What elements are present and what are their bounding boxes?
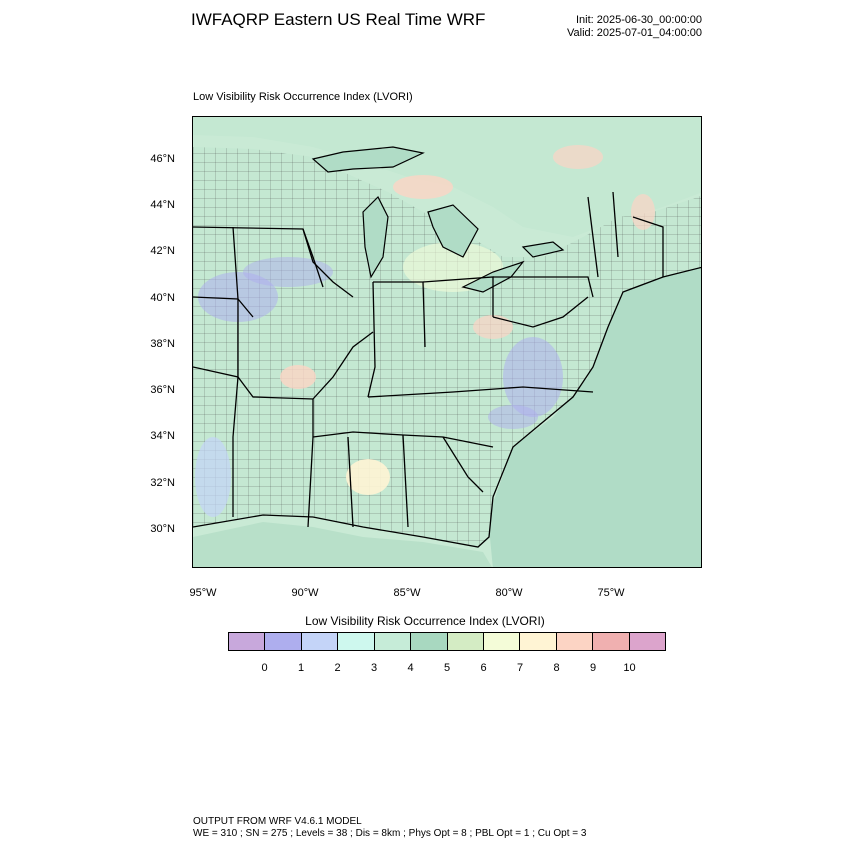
model-info-line1: OUTPUT FROM WRF V4.6.1 MODEL (193, 816, 362, 827)
colorbar-label: 3 (370, 662, 378, 674)
lake-huron (427, 204, 479, 258)
lat-label-40n: 40°N (150, 292, 175, 304)
lvori-high-area (280, 365, 316, 389)
lat-label-30n: 30°N (150, 523, 175, 535)
lvori-high-area (631, 194, 655, 230)
lat-label-46n: 46°N (150, 153, 175, 165)
lvori-low-area (195, 437, 231, 517)
lake-michigan (362, 195, 389, 279)
valid-time: Valid: 2025-07-01_04:00:00 (567, 27, 702, 39)
init-time: Init: 2025-06-30_00:00:00 (576, 14, 702, 26)
colorbar-label: 1 (297, 662, 305, 674)
main-title: IWFAQRP Eastern US Real Time WRF (191, 10, 486, 29)
colorbar-swatch (229, 633, 266, 650)
lvori-low-area (503, 337, 563, 417)
lvori-low-area (243, 257, 333, 287)
lvori-low-area (488, 405, 538, 429)
lvori-high-area (473, 315, 513, 339)
lat-label-32n: 32°N (150, 477, 175, 489)
lon-label-90w: 90°W (291, 587, 319, 599)
colorbar-swatch (301, 633, 339, 650)
colorbar-swatch (629, 633, 666, 650)
lon-label-95w: 95°W (189, 587, 217, 599)
colorbar-swatch (374, 633, 412, 650)
colorbar-label: 7 (516, 662, 524, 674)
lat-label-44n: 44°N (150, 199, 175, 211)
lvori-high-area (393, 175, 453, 199)
colorbar-label: 4 (407, 662, 414, 674)
colorbar-swatch (447, 633, 484, 650)
lat-label-38n: 38°N (150, 338, 175, 350)
colorbar-swatch (338, 633, 375, 650)
lake-superior (311, 146, 425, 173)
lon-label-85w: 85°W (393, 587, 421, 599)
lvori-high-area (553, 145, 603, 169)
colorbar-swatch (593, 633, 630, 650)
colorbar-label: 5 (443, 662, 451, 674)
colorbar-label: 0 (261, 662, 268, 674)
colorbar-swatch (411, 633, 448, 650)
lake-ontario (521, 241, 565, 258)
lat-label-34n: 34°N (150, 430, 175, 442)
colorbar-swatch (520, 633, 557, 650)
model-info-line2: WE = 310 ; SN = 275 ; Levels = 38 ; Dis … (193, 828, 587, 839)
colorbar-swatch (556, 633, 594, 650)
lon-label-75w: 75°W (597, 587, 625, 599)
lat-label-42n: 42°N (150, 245, 175, 257)
colorbar-label: 2 (334, 662, 341, 674)
colorbar-label: 6 (480, 662, 487, 674)
colorbar (228, 632, 666, 651)
colorbar-label: 10 (623, 662, 636, 674)
gulf-of-mexico (193, 522, 492, 567)
lon-label-80w: 80°W (495, 587, 523, 599)
county-borders (193, 147, 701, 547)
atlantic-ocean (488, 227, 701, 567)
lat-label-36n: 36°N (150, 384, 175, 396)
map-panel (192, 116, 702, 568)
map-subtitle: Low Visibility Risk Occurrence Index (LV… (193, 91, 413, 103)
colorbar-title: Low Visibility Risk Occurrence Index (LV… (305, 614, 545, 628)
colorbar-swatch (265, 633, 302, 650)
state-borders (193, 191, 664, 528)
lvori-mid-area (346, 459, 390, 495)
colorbar-swatch (483, 633, 521, 650)
coastline (193, 266, 701, 548)
colorbar-label: 8 (553, 662, 560, 674)
lvori-map (193, 117, 701, 567)
colorbar-label: 9 (589, 662, 597, 674)
